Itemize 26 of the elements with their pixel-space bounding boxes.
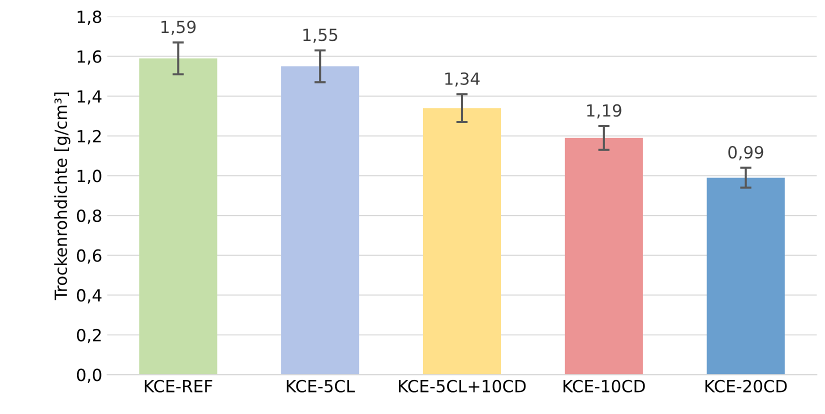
bar bbox=[422, 108, 502, 375]
data-label: 1,55 bbox=[303, 28, 338, 43]
data-label: 1,59 bbox=[161, 20, 196, 35]
bar bbox=[706, 178, 785, 375]
y-tick-label: 1,8 bbox=[78, 10, 102, 25]
bar bbox=[564, 138, 643, 375]
bar bbox=[139, 58, 218, 375]
y-tick-label: 1,4 bbox=[78, 90, 102, 104]
x-tick-label: KCE-20CD bbox=[706, 380, 787, 392]
y-tick-label: 0,4 bbox=[76, 289, 102, 304]
y-tick-label: 1,6 bbox=[78, 50, 102, 65]
x-tick-label: KCE-REF bbox=[144, 380, 212, 392]
y-tick-label: 1,2 bbox=[78, 130, 101, 144]
y-axis-title: Trockenrohdichte [g/cm³] bbox=[54, 92, 70, 300]
data-label: 1,19 bbox=[587, 104, 622, 118]
x-tick-label: KCE-10CD bbox=[564, 380, 645, 392]
bar bbox=[281, 66, 360, 375]
y-tick-label: 0,0 bbox=[76, 368, 102, 383]
data-label: 1,34 bbox=[445, 72, 480, 87]
y-tick-label: 0,6 bbox=[76, 249, 102, 264]
y-tick-label: 0,2 bbox=[76, 328, 101, 344]
x-tick-label: KCE-5CL bbox=[286, 380, 355, 392]
x-tick-label: KCE-5CL+10CD bbox=[398, 380, 526, 392]
y-tick-label: 0,8 bbox=[76, 209, 102, 224]
y-tick-label: 1,0 bbox=[78, 170, 102, 184]
data-label: 0,99 bbox=[728, 146, 764, 160]
